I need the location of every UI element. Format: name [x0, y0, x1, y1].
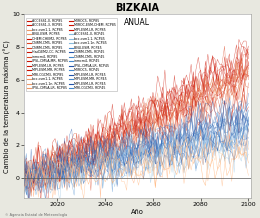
Text: © Agencia Estatal de Meteorología: © Agencia Estatal de Meteorología [5, 213, 67, 217]
Y-axis label: Cambio de la temperatura máxima (°C): Cambio de la temperatura máxima (°C) [3, 40, 11, 173]
X-axis label: Año: Año [131, 209, 144, 215]
Text: ANUAL: ANUAL [125, 18, 151, 27]
Legend: ACCESS1-0, RCP85, ACCESS1-3, RCP85, bcc-csm1-1, RCP85, BNU-ESM, RCP85, CHEM-CHEM: ACCESS1-0, RCP85, ACCESS1-3, RCP85, bcc-… [25, 18, 117, 91]
Title: BIZKAIA: BIZKAIA [115, 3, 159, 14]
